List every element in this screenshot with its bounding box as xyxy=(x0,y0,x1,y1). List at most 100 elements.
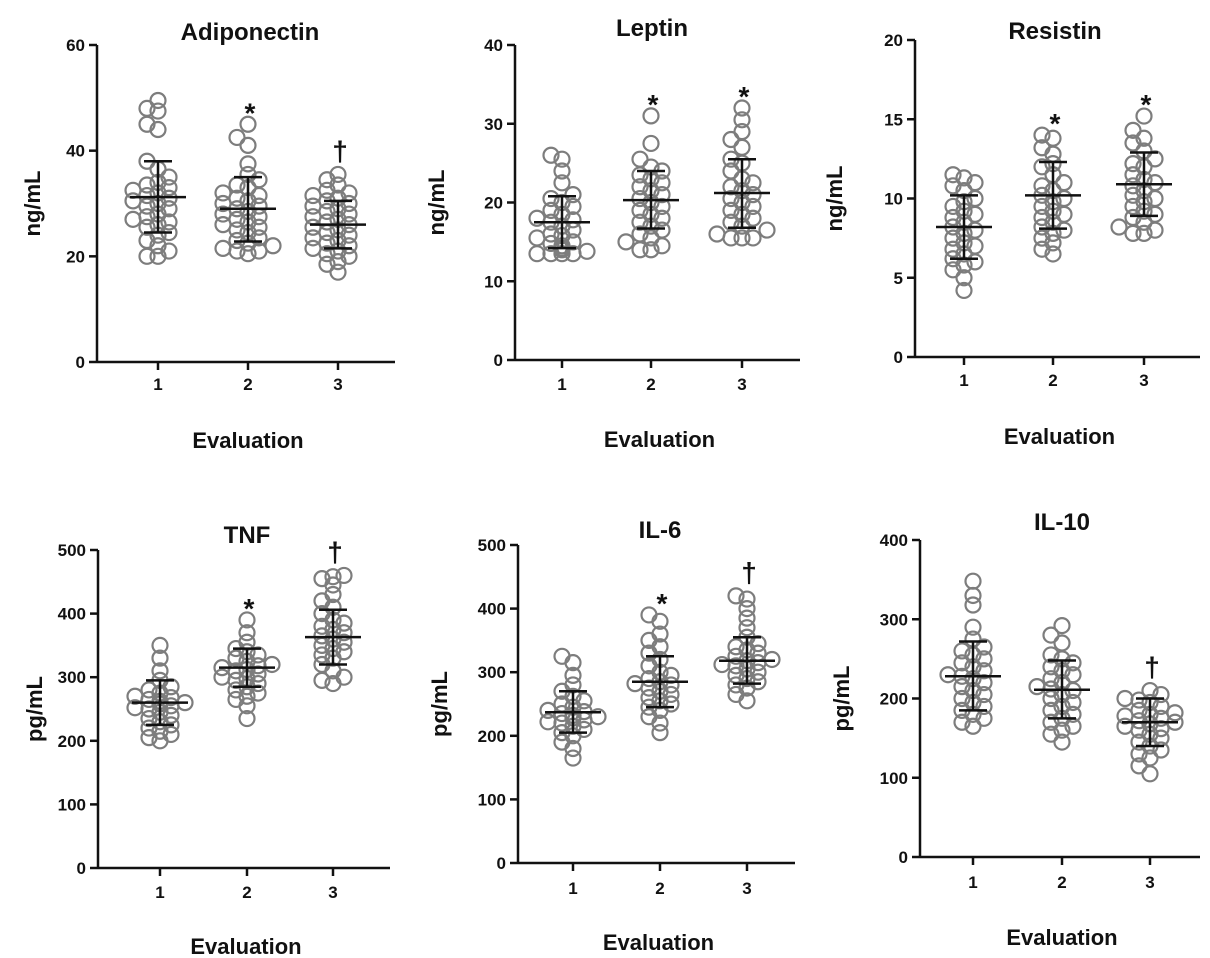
data-point xyxy=(1044,129,1062,147)
data-point xyxy=(944,166,962,184)
data-point xyxy=(727,587,745,605)
data-point xyxy=(617,233,635,251)
x-axis-label: Evaluation xyxy=(1006,925,1117,950)
data-point xyxy=(564,749,582,767)
data-point xyxy=(1042,646,1060,664)
data-point xyxy=(162,706,180,724)
data-point xyxy=(528,209,546,227)
data-point xyxy=(162,725,180,744)
y-tick-label: 500 xyxy=(58,541,86,560)
data-point xyxy=(631,189,649,208)
data-point xyxy=(1130,733,1148,751)
data-point xyxy=(953,654,971,672)
data-point xyxy=(1124,197,1142,216)
data-point xyxy=(939,666,957,684)
y-tick-label: 0 xyxy=(494,351,503,370)
data-point xyxy=(738,599,756,618)
y-tick-label: 400 xyxy=(880,531,908,550)
data-point xyxy=(578,242,596,260)
significance-marker: * xyxy=(657,588,668,619)
data-point xyxy=(138,99,156,118)
data-point xyxy=(1152,685,1170,704)
data-point xyxy=(1130,701,1148,719)
data-point xyxy=(733,138,751,156)
data-point xyxy=(651,625,669,643)
data-point xyxy=(149,120,167,139)
data-point xyxy=(138,176,156,194)
data-point xyxy=(149,247,167,265)
panel-leptin: 0 10 20 30 40 1 2 3 Leptin Evaluation ng/mL * * xyxy=(424,15,800,452)
y-tick-label: 200 xyxy=(58,732,86,751)
x-tick-label: 1 xyxy=(959,371,968,390)
significance-marker: * xyxy=(1141,89,1152,120)
data-point xyxy=(1124,134,1142,152)
data-point xyxy=(975,697,993,716)
y-tick-label: 0 xyxy=(894,348,903,367)
data-point xyxy=(744,229,762,247)
y-tick-label: 400 xyxy=(478,600,506,619)
data-point xyxy=(722,229,740,247)
data-point xyxy=(124,210,142,228)
data-point xyxy=(964,618,982,636)
data-point xyxy=(318,255,336,273)
data-point xyxy=(653,174,671,192)
x-tick-label: 1 xyxy=(968,873,977,892)
data-point xyxy=(653,186,671,204)
data-point xyxy=(1135,129,1153,147)
data-point xyxy=(250,171,268,189)
data-point xyxy=(662,676,680,694)
data-point xyxy=(955,281,973,300)
data-point xyxy=(1064,666,1082,684)
data-point xyxy=(1130,757,1148,775)
data-point xyxy=(744,174,762,192)
data-point xyxy=(553,647,571,665)
data-point xyxy=(713,655,731,674)
data-point xyxy=(329,165,347,184)
y-tick-label: 40 xyxy=(484,36,503,55)
data-point xyxy=(722,189,740,208)
data-point xyxy=(140,681,158,699)
data-point xyxy=(763,650,781,669)
data-point xyxy=(1033,158,1051,176)
data-point xyxy=(733,123,751,141)
y-tick-label: 20 xyxy=(884,31,903,50)
x-tick-label: 1 xyxy=(557,375,566,394)
data-point xyxy=(160,200,178,218)
data-point xyxy=(722,213,740,231)
data-point xyxy=(250,229,268,247)
data-point xyxy=(1141,749,1159,767)
data-point xyxy=(250,197,268,215)
data-point xyxy=(318,181,336,199)
data-point xyxy=(542,225,560,243)
y-tick-label: 40 xyxy=(66,142,85,161)
data-point xyxy=(1124,155,1142,173)
y-tick-label: 100 xyxy=(478,790,506,809)
data-point xyxy=(1135,107,1153,125)
data-point xyxy=(340,226,358,244)
significance-marker: * xyxy=(739,81,750,112)
y-tick-label: 30 xyxy=(484,115,503,134)
panel-adiponectin: 0 20 40 60 1 2 3 Adiponectin Evaluation ng/mL * † xyxy=(20,19,395,453)
x-tick-label: 2 xyxy=(1057,873,1066,892)
data-point xyxy=(149,91,167,110)
y-tick-label: 0 xyxy=(899,848,908,867)
data-point xyxy=(335,643,353,661)
data-point xyxy=(964,596,982,614)
data-point xyxy=(653,221,671,239)
y-tick-label: 500 xyxy=(478,536,506,555)
y-tick-label: 400 xyxy=(58,605,86,624)
significance-marker: † xyxy=(741,557,757,588)
data-point xyxy=(631,178,649,196)
data-point xyxy=(1064,693,1082,712)
data-point xyxy=(553,150,571,168)
data-point xyxy=(263,655,281,674)
data-point xyxy=(324,568,342,586)
data-point xyxy=(642,107,660,125)
data-point xyxy=(124,181,142,199)
panel-tnf: 0 100 200 300 400 500 1 2 3 TNF Evaluation pg/mL * † xyxy=(22,522,390,958)
y-tick-label: 300 xyxy=(478,663,506,682)
y-tick-label: 20 xyxy=(484,194,503,213)
data-point xyxy=(1124,121,1142,139)
data-point xyxy=(944,229,962,247)
data-point xyxy=(249,674,267,693)
